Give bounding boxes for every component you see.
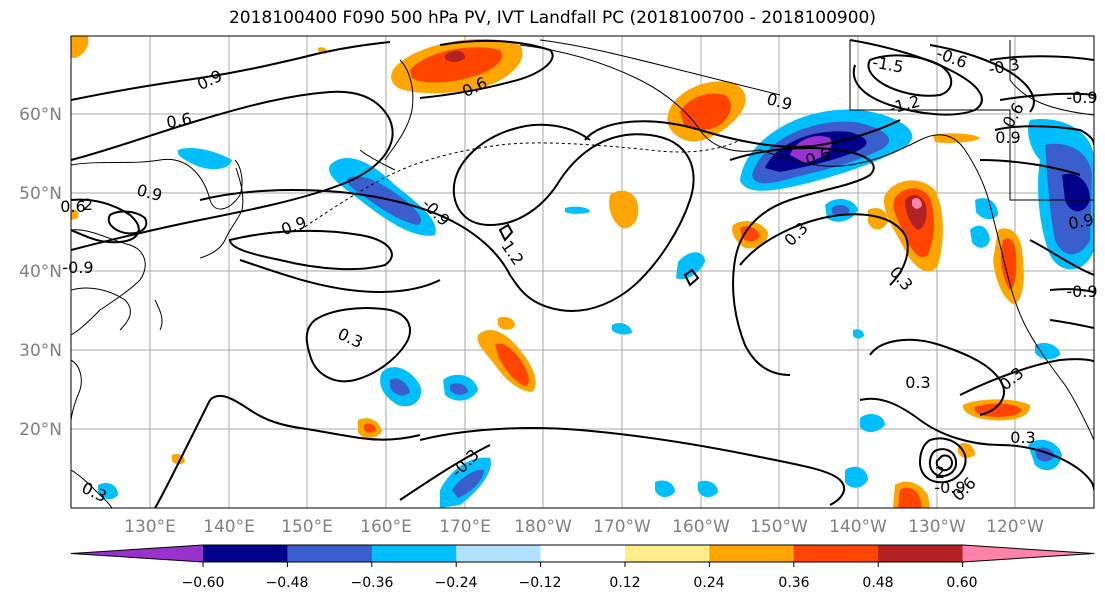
colorbar-tick-label: −0.36	[351, 575, 394, 591]
colorbar-tick-label: 0.24	[693, 575, 724, 591]
lon-label: 170°W	[593, 517, 651, 537]
contour-label: 2	[935, 463, 945, 482]
colorbar-segment	[203, 545, 288, 562]
lat-label: 60°N	[19, 105, 62, 125]
lon-label: 160°E	[360, 517, 412, 537]
lat-label: 30°N	[19, 341, 62, 361]
colorbar-segment	[456, 545, 542, 562]
lon-label: 160°W	[672, 517, 730, 537]
colorbar-tick-label: 0.48	[862, 575, 893, 591]
lon-label: 170°E	[439, 517, 491, 537]
colorbar-tick-label: 0.60	[946, 575, 977, 591]
colorbar-tick-labels: −0.60 −0.48 −0.36 −0.24 −0.12 0.12 0.24 …	[182, 575, 978, 591]
lat-label: 50°N	[19, 184, 62, 204]
colorbar-segment	[540, 545, 626, 562]
colorbar-segments	[70, 544, 1095, 563]
contour-label: -0.9	[62, 258, 93, 277]
lon-label: 150°E	[281, 517, 333, 537]
colorbar-ticks	[202, 562, 964, 567]
colorbar-tick-label: −0.48	[266, 575, 309, 591]
colorbar-segment	[625, 545, 710, 562]
colorbar-segment	[709, 545, 795, 562]
contour-label: 0.6	[165, 109, 193, 132]
lon-label: 180°W	[514, 517, 572, 537]
latitude-labels: 60°N 50°N 40°N 30°N 20°N	[19, 105, 62, 440]
contour-label: 0.9	[1067, 210, 1095, 233]
lon-label: 140°E	[203, 517, 255, 537]
contour-label: -0.9	[1066, 88, 1097, 107]
lon-label: 140°W	[829, 517, 887, 537]
coastlines	[71, 39, 1094, 508]
map-background	[71, 36, 1094, 508]
map-title: 2018100400 F090 500 hPa PV, IVT Landfall…	[228, 8, 876, 28]
colorbar-tick-label: 0.36	[778, 575, 809, 591]
lon-label: 130°W	[908, 517, 966, 537]
colorbar-tick-label: 0.12	[609, 575, 640, 591]
contour-label: 0.6	[60, 197, 85, 216]
contour-label: -0.9	[934, 478, 965, 497]
lat-label: 40°N	[19, 262, 62, 282]
lon-label: 120°W	[986, 517, 1044, 537]
lon-label: 150°W	[750, 517, 808, 537]
colorbar: −0.60 −0.48 −0.36 −0.24 −0.12 0.12 0.24 …	[70, 544, 1095, 591]
colorbar-tick-label: −0.60	[182, 575, 225, 591]
lat-label: 20°N	[19, 420, 62, 440]
contour-label: -0.9	[1066, 282, 1097, 301]
colorbar-segment	[878, 545, 964, 562]
contour-label: 0.3	[905, 373, 930, 392]
colorbar-segment	[71, 545, 203, 562]
colorbar-segment	[287, 545, 373, 562]
colorbar-segment	[962, 545, 1094, 562]
contour-label: 0.9	[995, 128, 1020, 147]
map-frame	[70, 35, 1095, 509]
colorbar-tick-label: −0.24	[435, 575, 478, 591]
colorbar-segment	[793, 545, 879, 562]
contour-label: 2	[83, 195, 93, 214]
ivt-pc-contours	[71, 39, 1094, 508]
longitude-labels: 130°E 140°E 150°E 160°E 170°E 180°W 170°…	[124, 517, 1044, 537]
contour-label: 0.3	[1010, 428, 1035, 447]
colorbar-tick-label: −0.12	[519, 575, 562, 591]
lon-label: 130°E	[124, 517, 176, 537]
colorbar-segment	[371, 545, 457, 562]
